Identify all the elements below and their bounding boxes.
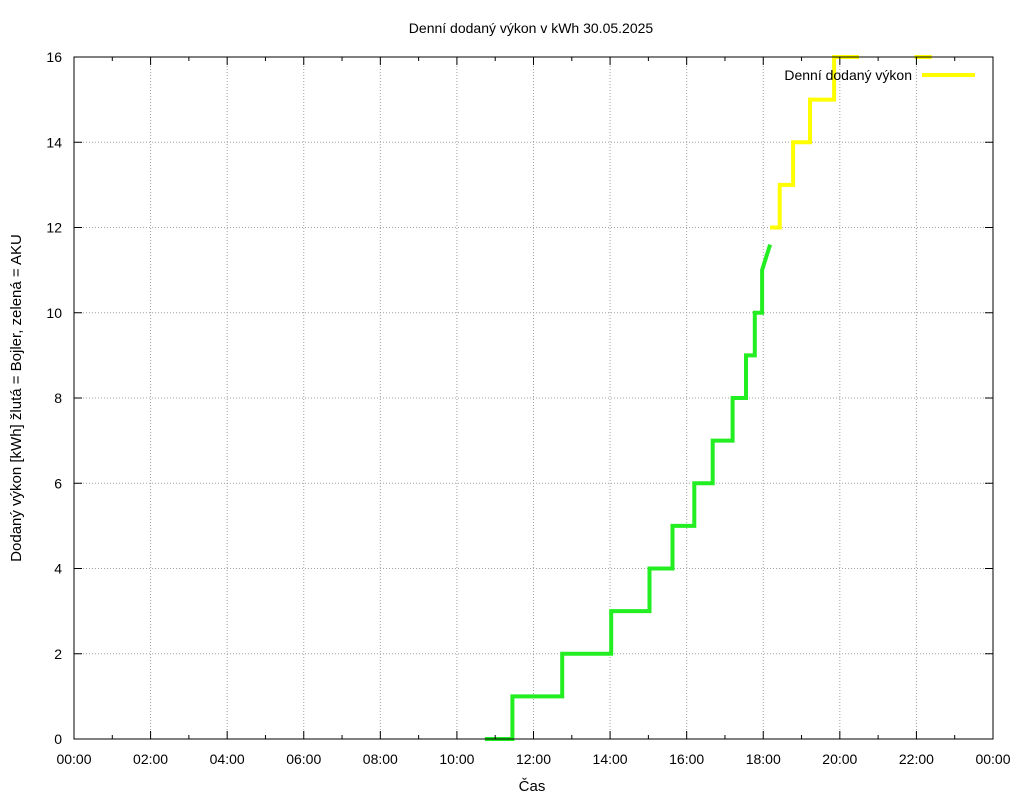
y-axis-label: Dodaný výkon [kWh] žlutá = Bojler, zelen… (8, 234, 25, 562)
x-tick-label: 06:00 (286, 751, 321, 767)
series-line-aku (484, 244, 773, 741)
x-tick-label: 18:00 (746, 751, 781, 767)
x-axis-label: Čas (519, 778, 546, 795)
x-tick-label: 12:00 (516, 751, 551, 767)
y-tick-label: 6 (54, 475, 62, 491)
y-tick-label: 0 (54, 731, 62, 747)
y-tick-label: 12 (46, 220, 62, 236)
x-tick-label: 22:00 (899, 751, 934, 767)
y-tick-label: 8 (54, 390, 62, 406)
x-tick-label: 14:00 (593, 751, 628, 767)
x-tick-label: 00:00 (56, 751, 91, 767)
grid (74, 57, 993, 739)
legend-label: Denní dodaný výkon (784, 67, 912, 83)
x-tick-label: 16:00 (669, 751, 704, 767)
y-tick-label: 2 (54, 646, 62, 662)
tick-labels: 00:00 02:00 04:00 06:00 08:00 10:00 12:00 14:00… (46, 49, 1010, 767)
series-line-bojler (770, 55, 859, 230)
tick-marks (73, 56, 994, 740)
x-tick-label: 10:00 (439, 751, 474, 767)
x-tick-label: 00:00 (975, 751, 1010, 767)
x-tick-label: 04:00 (210, 751, 245, 767)
chart-title: Denní dodaný výkon v kWh 30.05.2025 (409, 20, 654, 36)
y-tick-label: 4 (54, 561, 62, 577)
x-tick-label: 08:00 (363, 751, 398, 767)
y-tick-label: 16 (46, 49, 62, 65)
legend: Denní dodaný výkon (784, 67, 975, 83)
y-tick-label: 14 (46, 134, 62, 150)
y-tick-label: 10 (46, 305, 62, 321)
x-tick-label: 20:00 (822, 751, 857, 767)
x-tick-label: 02:00 (133, 751, 168, 767)
